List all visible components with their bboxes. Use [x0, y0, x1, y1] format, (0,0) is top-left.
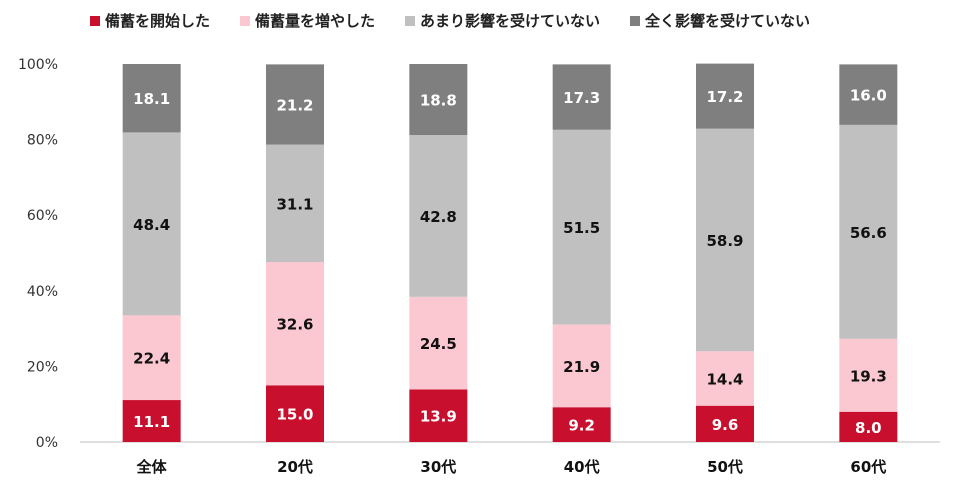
legend-label-not-affected: 全く影響を受けていない [645, 12, 811, 30]
data-label: 58.9 [706, 232, 743, 250]
data-label: 11.1 [133, 413, 170, 431]
data-label: 15.0 [276, 406, 313, 424]
data-label: 56.6 [850, 224, 887, 242]
bar-segment [696, 63, 754, 129]
bar-segment [696, 128, 754, 352]
bar-segment [409, 135, 468, 297]
category-label: 50代 [707, 458, 743, 476]
data-label: 9.2 [568, 417, 595, 435]
bar-segment [122, 64, 181, 133]
bar-segment [552, 407, 611, 442]
bar-segment [552, 324, 611, 408]
data-label: 22.4 [133, 350, 170, 368]
bar-segment [839, 64, 898, 125]
legend-item-not-affected: 全く影響を受けていない [630, 10, 810, 31]
bar-segment [696, 405, 754, 442]
y-tick-label: 80% [27, 133, 58, 149]
bar-segment [839, 338, 898, 412]
data-label: 51.5 [563, 219, 600, 237]
data-label: 24.5 [420, 335, 457, 353]
data-label: 8.0 [855, 419, 882, 437]
y-tick-label: 100% [18, 57, 58, 73]
data-label: 21.2 [276, 96, 313, 114]
category-label: 60代 [850, 458, 886, 476]
category-label: 30代 [420, 458, 456, 476]
bar-segment [409, 389, 468, 442]
y-tick-label: 0% [36, 435, 58, 451]
data-label: 17.3 [563, 89, 600, 107]
legend-swatch-started-stockpiling [90, 15, 100, 26]
bar-segment [409, 296, 468, 390]
category-label: 全体 [136, 458, 168, 476]
data-label: 48.4 [133, 216, 170, 234]
y-tick-label: 20% [27, 359, 58, 375]
data-label: 19.3 [850, 367, 887, 385]
category-label: 20代 [277, 458, 313, 476]
data-label: 18.1 [133, 90, 170, 108]
legend-swatch-little-affected [405, 15, 416, 26]
data-label: 18.8 [420, 92, 457, 110]
data-label: 31.1 [276, 195, 313, 213]
y-tick-label: 40% [27, 284, 58, 300]
data-label: 21.9 [563, 358, 600, 376]
y-tick-label: 60% [27, 208, 58, 224]
data-label: 16.0 [850, 87, 887, 105]
legend-swatch-increased-stockpile [240, 15, 251, 26]
bar-segment [839, 411, 898, 442]
bar-segment [266, 262, 324, 386]
bar-segment [266, 144, 324, 263]
bar-segment [696, 351, 754, 406]
bar-segment [122, 132, 181, 316]
bar-segment [122, 315, 181, 401]
bar-segment [552, 129, 611, 325]
legend-label-started-stockpiling: 備蓄を開始した [105, 12, 211, 30]
legend-item-started-stockpiling: 備蓄を開始した [90, 10, 210, 31]
bar-segment [266, 64, 324, 145]
bar-segment [266, 385, 324, 442]
data-label: 14.4 [706, 370, 743, 388]
category-label: 40代 [564, 458, 600, 476]
legend-label-little-affected: あまり影響を受けていない [420, 12, 601, 30]
data-label: 13.9 [420, 408, 457, 426]
legend-item-increased-stockpile: 備蓄量を増やした [240, 10, 375, 31]
legend-label-increased-stockpile: 備蓄量を増やした [255, 12, 376, 30]
data-label: 42.8 [420, 208, 457, 226]
legend-item-little-affected: あまり影響を受けていない [405, 10, 600, 31]
data-label: 9.6 [712, 416, 739, 434]
legend: 備蓄を開始した 備蓄量を増やした あまり影響を受けていない 全く影響を受けていな… [90, 10, 840, 31]
bar-segment [122, 400, 181, 442]
data-label: 17.2 [706, 88, 743, 106]
legend-swatch-not-affected [630, 15, 641, 26]
bar-segment [552, 64, 611, 130]
data-label: 32.6 [276, 316, 313, 334]
bar-segment [409, 64, 468, 136]
bar-segment [839, 124, 898, 339]
